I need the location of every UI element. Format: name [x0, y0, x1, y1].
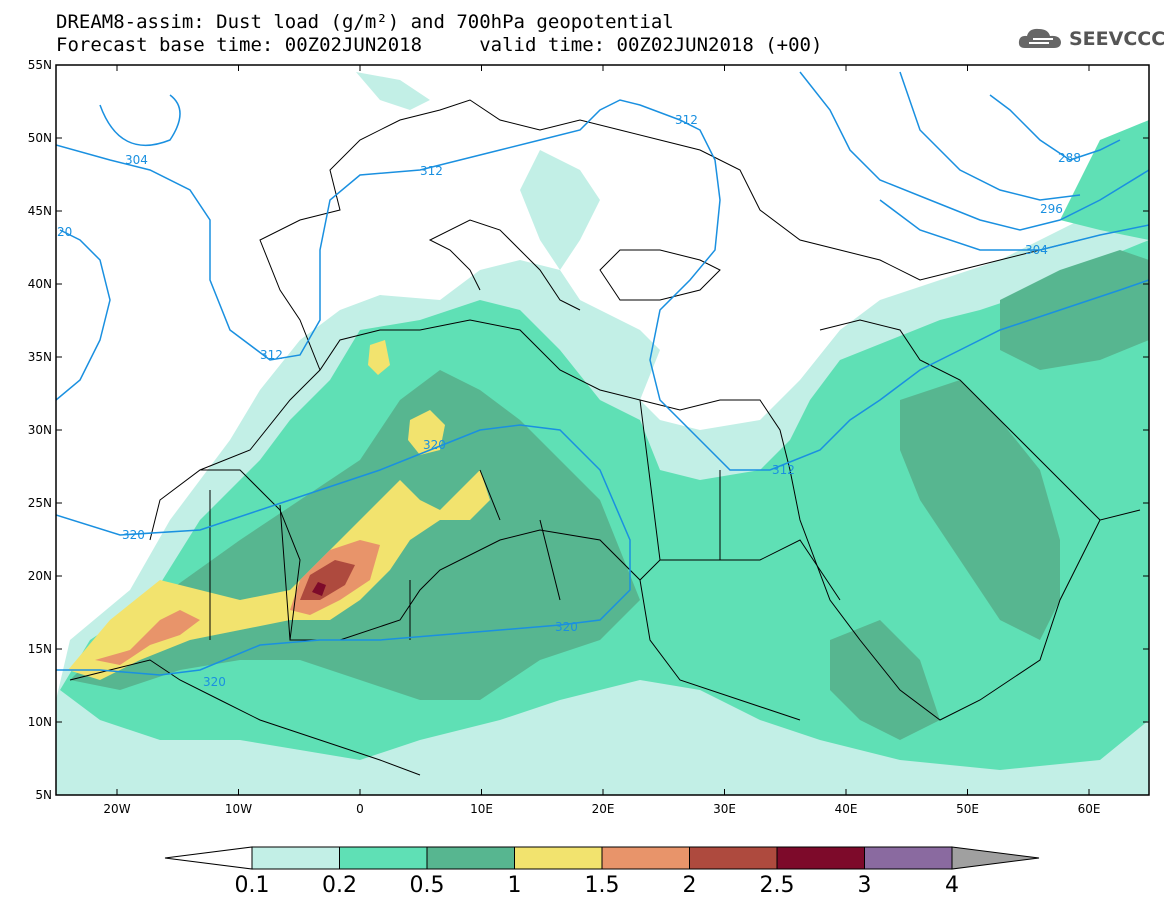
dust-level-0.5-horn: [830, 620, 940, 740]
lat-label: 40N: [28, 277, 52, 291]
logo-text: SEEVCCC: [1069, 28, 1165, 50]
lat-label: 5N: [35, 788, 52, 802]
cloud-icon: [1018, 28, 1061, 48]
colorbar-label: 0.1: [235, 873, 270, 898]
colorbar-box: [864, 846, 953, 870]
colorbar-box: [689, 846, 778, 870]
contour-label: 312: [772, 463, 795, 477]
contour-label: 320: [555, 620, 578, 634]
contour-label: 320: [122, 528, 145, 542]
colorbar-label: 2.5: [760, 873, 795, 898]
colorbar-box: [426, 846, 515, 870]
lon-label: 0: [356, 802, 364, 816]
map-title: DREAM8-assim: Dust load (g/m²) and 700hP…: [56, 11, 674, 33]
contour-label: 320: [203, 675, 226, 689]
colorbar-over-triangle: [951, 846, 1040, 870]
map-subtitle: Forecast base time: 00Z02JUN2018 valid t…: [56, 34, 823, 56]
lat-label: 45N: [28, 204, 52, 218]
seevccc-logo: SEEVCCC: [1017, 26, 1165, 52]
longitude-axis: 20W 10W 0 10E 20E 30E 40E 50E 60E: [103, 65, 1100, 816]
colorbar-label: 4: [945, 873, 959, 898]
lon-label: 50E: [956, 802, 979, 816]
contour-label: 312: [420, 164, 443, 178]
contour-label: 312: [260, 348, 283, 362]
contour-label: 296: [1040, 202, 1063, 216]
colorbar-label: 1.5: [585, 873, 620, 898]
colorbar-under-triangle: [164, 846, 253, 870]
dust-level-1-blob-b: [368, 340, 390, 375]
lon-label: 20E: [592, 802, 615, 816]
lat-label: 25N: [28, 496, 52, 510]
dust-level-1-blob-a: [408, 410, 445, 455]
dust-level-0.2-east: [1060, 120, 1149, 240]
contour-label: 320: [423, 438, 446, 452]
geopotential-contours: [56, 71, 1149, 676]
lon-label: 10E: [470, 802, 493, 816]
lon-label: 20W: [103, 802, 130, 816]
contour-label: 312: [675, 113, 698, 127]
lat-label: 15N: [28, 642, 52, 656]
dust-level-1.5-west: [95, 610, 200, 665]
lat-label: 20N: [28, 569, 52, 583]
colorbar-box: [339, 846, 428, 870]
colorbar-label: 3: [858, 873, 872, 898]
dust-level-0.1-atlantic: [356, 72, 430, 110]
lat-label: 30N: [28, 423, 52, 437]
colorbar-label: 0.5: [410, 873, 445, 898]
colorbar-box: [514, 846, 603, 870]
contour-labels: 304 312 312 312 312 320 320 320 320 288 …: [57, 113, 1081, 689]
lat-label: 35N: [28, 350, 52, 364]
contour-label: 20: [57, 225, 72, 239]
colorbar-box: [776, 846, 865, 870]
contour-label: 304: [125, 153, 148, 167]
dust-fields: [56, 72, 1149, 795]
dust-level-2.5: [312, 582, 326, 596]
colorbar-box: [601, 846, 690, 870]
dust-level-0.1-north: [520, 150, 600, 270]
lat-label: 50N: [28, 131, 52, 145]
dust-level-0.5-arabia: [900, 380, 1060, 640]
lon-label: 40E: [835, 802, 858, 816]
lat-label: 10N: [28, 715, 52, 729]
coastlines: [69, 99, 1141, 776]
dust-level-0.5-ne: [1000, 250, 1149, 370]
contour-label: 288: [1058, 151, 1081, 165]
lon-label: 60E: [1078, 802, 1101, 816]
colorbar-box: [251, 846, 340, 870]
lon-label: 30E: [713, 802, 736, 816]
latitude-axis: 55N 50N 45N 40N 35N 30N 25N 20N 15N 10N 5N: [28, 58, 1149, 802]
lat-label: 55N: [28, 58, 52, 72]
lon-label: 10W: [225, 802, 252, 816]
colorbar: 0.1 0.2 0.5 1 1.5 2 2.5 3 4: [164, 846, 1040, 898]
colorbar-label: 1: [508, 873, 522, 898]
contour-label: 304: [1025, 243, 1048, 257]
colorbar-label: 2: [683, 873, 697, 898]
colorbar-label: 0.2: [322, 873, 357, 898]
